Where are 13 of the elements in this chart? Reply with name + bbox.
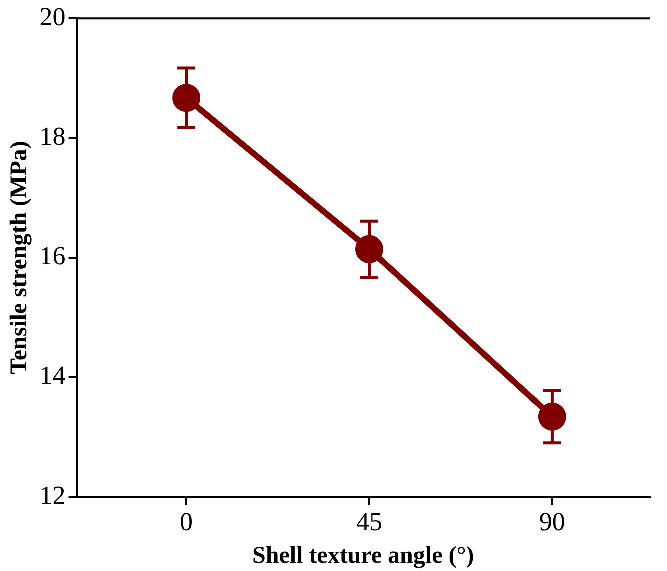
point bbox=[172, 84, 201, 112]
point bbox=[538, 402, 566, 431]
x-tick-label: 0 bbox=[180, 507, 194, 536]
x-axis-title: Shell texture angle (°) bbox=[252, 542, 474, 569]
y-tick-label: 12 bbox=[40, 480, 66, 510]
y-tick-label: 18 bbox=[40, 122, 66, 152]
y-tick-label: 16 bbox=[40, 242, 66, 271]
x-tick-label: 90 bbox=[539, 507, 566, 536]
x-tick-label: 45 bbox=[356, 507, 382, 536]
y-tick-label: 20 bbox=[40, 2, 66, 32]
y-axis-title: Tensile strength (MPa) bbox=[6, 141, 33, 374]
point bbox=[356, 235, 384, 264]
y-tick-label: 14 bbox=[40, 361, 66, 390]
